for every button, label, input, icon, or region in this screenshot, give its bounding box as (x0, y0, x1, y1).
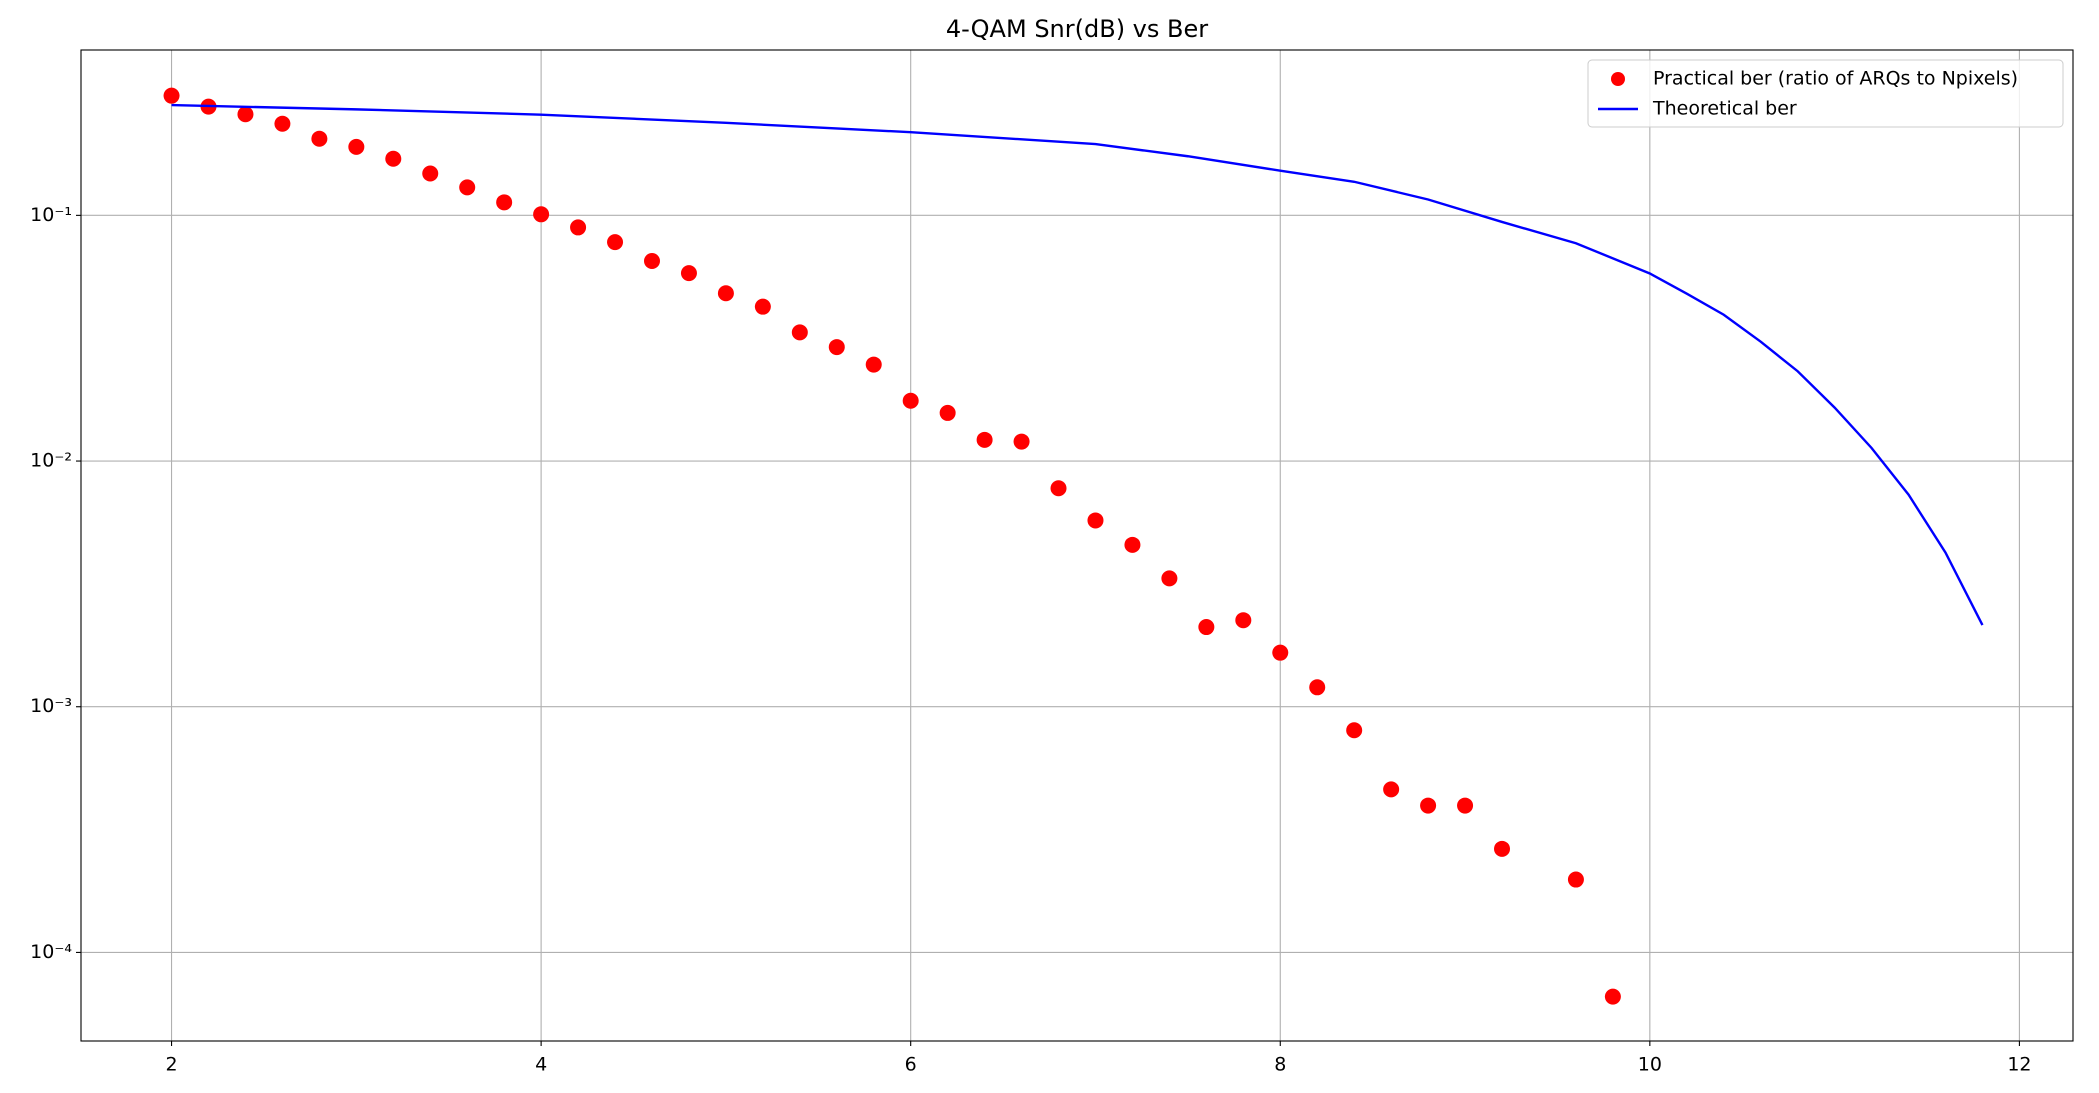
point (754, 298, 771, 315)
point (643, 252, 660, 269)
point (607, 234, 624, 251)
y-tick-label: 10⁻¹ (30, 204, 72, 226)
point (680, 265, 697, 282)
point (1050, 480, 1067, 497)
legend-label: Practical ber (ratio of ARQs to Npixels) (1653, 68, 2018, 90)
y-tick-label: 10⁻² (30, 450, 72, 472)
point (163, 87, 180, 104)
chart-title: 4-QAM Snr(dB) vs Ber (946, 15, 1208, 43)
point (533, 206, 550, 223)
x-tick-label: 12 (2007, 1054, 2031, 1076)
legend-label: Theoretical ber (1652, 98, 1797, 120)
y-tick-label: 10⁻³ (30, 695, 72, 717)
point (717, 285, 734, 302)
legend-box (1587, 59, 2064, 128)
point (1013, 433, 1030, 450)
point (1124, 536, 1141, 553)
x-tick-label: 6 (905, 1054, 917, 1076)
point (348, 138, 365, 155)
point (902, 392, 919, 409)
point (976, 431, 993, 448)
line (171, 103, 1984, 626)
legend: Practical ber (ratio of ARQs to Npixels)… (1587, 59, 2064, 128)
point (459, 179, 476, 196)
point (1272, 644, 1289, 661)
point (865, 356, 882, 373)
point (1420, 797, 1437, 814)
point (1309, 679, 1326, 696)
x-tick-label: 2 (165, 1054, 177, 1076)
point (570, 219, 587, 236)
point (422, 165, 439, 182)
point (791, 324, 808, 341)
point (828, 339, 845, 356)
point (1346, 722, 1363, 739)
point (1567, 871, 1584, 888)
grid (81, 50, 2073, 1041)
x-tick-label: 10 (1638, 1054, 1662, 1076)
point (1494, 840, 1511, 857)
point (1383, 781, 1400, 798)
point (939, 404, 956, 421)
point (385, 150, 402, 167)
point (1087, 512, 1104, 529)
point (496, 194, 513, 211)
point (1604, 988, 1621, 1005)
x-tick-label: 4 (535, 1054, 547, 1076)
point (237, 106, 254, 123)
plot-frame (80, 49, 2074, 1042)
point (1161, 570, 1178, 587)
point (274, 115, 291, 132)
legend-marker (1611, 72, 1625, 86)
point (1235, 612, 1252, 629)
y-tick-label: 10⁻⁴ (30, 941, 72, 963)
point (311, 130, 328, 147)
x-tick-label: 8 (1274, 1054, 1286, 1076)
point (1198, 619, 1215, 636)
point (1457, 797, 1474, 814)
